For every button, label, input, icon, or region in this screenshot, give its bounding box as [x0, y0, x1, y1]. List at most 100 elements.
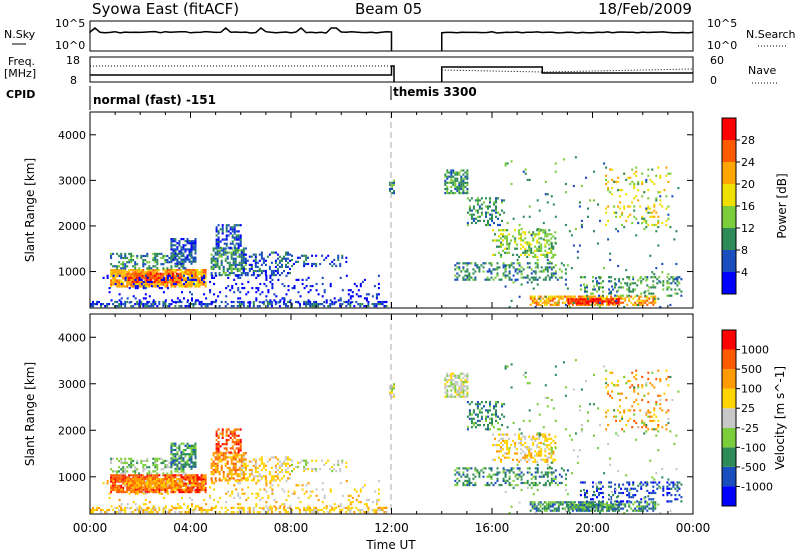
scatter-cell: [126, 503, 129, 506]
scatter-cell: [540, 229, 543, 232]
scatter-cell: [535, 299, 538, 302]
scatter-cell: [133, 480, 136, 483]
scatter-cell: [242, 269, 245, 273]
scatter-cell: [289, 272, 291, 275]
scatter-cell: [470, 209, 473, 212]
scatter-cell: [678, 276, 681, 279]
scatter-cell: [198, 508, 201, 512]
scatter-cell: [295, 506, 297, 509]
scatter-cell: [235, 282, 238, 286]
scatter-cell: [232, 253, 235, 256]
scatter-cell: [667, 180, 670, 183]
scatter-cell: [542, 253, 545, 256]
scatter-cell: [383, 511, 386, 514]
scatter-cell: [478, 215, 481, 218]
scatter-cell: [454, 395, 457, 398]
scatter-cell: [297, 301, 300, 304]
scatter-cell: [291, 463, 293, 466]
scatter-cell: [182, 478, 185, 481]
scatter-cell: [528, 262, 531, 265]
scatter-cell: [217, 436, 220, 439]
scatter-cell: [198, 506, 201, 509]
scatter-cell: [230, 253, 233, 256]
scatter-cell: [146, 459, 149, 462]
scatter-cell: [134, 472, 137, 475]
scatter-cell: [254, 468, 257, 472]
scatter-cell: [458, 187, 461, 191]
scatter-cell: [252, 259, 255, 262]
scatter-cell: [345, 465, 348, 469]
scatter-cell: [333, 297, 336, 300]
scatter-cell: [508, 247, 511, 250]
scatter-cell: [172, 285, 175, 288]
scatter-cell: [158, 300, 161, 304]
scatter-cell: [670, 276, 673, 279]
scatter-cell: [452, 175, 455, 178]
scatter-cell: [160, 263, 163, 266]
scatter-cell: [219, 432, 222, 435]
scatter-cell: [148, 501, 151, 504]
scatter-cell: [270, 251, 273, 254]
scatter-cell: [276, 272, 279, 275]
scatter-cell: [110, 461, 113, 465]
scatter-cell: [208, 303, 211, 306]
scatter-cell: [303, 300, 306, 304]
scatter-cell: [211, 480, 214, 483]
scatter-cell: [462, 389, 465, 392]
scatter-cell: [526, 454, 529, 457]
scatter-cell: [391, 181, 393, 184]
scatter-cell: [564, 223, 567, 227]
scatter-cell: [283, 506, 285, 509]
scatter-cell: [234, 251, 237, 254]
scatter-cell: [659, 199, 662, 202]
scatter-cell: [192, 281, 195, 284]
scatter-cell: [498, 245, 500, 248]
scatter-cell: [188, 254, 191, 257]
scatter-cell: [239, 234, 242, 237]
power-colorbar-label: Power [dB]: [775, 173, 789, 238]
scatter-cell: [228, 263, 231, 266]
scatter-cell: [180, 511, 183, 514]
scatter-cell: [130, 256, 133, 260]
scatter-cell: [498, 239, 500, 242]
scatter-cell: [269, 486, 272, 489]
scatter-cell: [184, 444, 187, 447]
scatter-cell: [564, 272, 567, 275]
scatter-cell: [240, 477, 243, 480]
scatter-cell: [486, 276, 489, 279]
scatter-cell: [516, 262, 519, 265]
scatter-cell: [229, 228, 232, 231]
scatter-cell: [203, 482, 206, 485]
scatter-cell: [188, 271, 191, 274]
scatter-cell: [254, 464, 257, 467]
scatter-cell: [654, 301, 657, 304]
scatter-cell: [134, 490, 137, 493]
scatter-cell: [120, 281, 123, 284]
scatter-cell: [620, 286, 623, 289]
scatter-cell: [472, 409, 475, 412]
scatter-cell: [178, 269, 181, 272]
scatter-cell: [575, 303, 578, 306]
scatter-cell: [92, 511, 94, 514]
scatter-cell: [466, 173, 469, 176]
scatter-cell: [460, 381, 463, 384]
scatter-cell: [262, 464, 265, 467]
scatter-cell: [550, 268, 553, 271]
scatter-cell: [232, 473, 235, 476]
scatter-cell: [458, 374, 461, 377]
scatter-cell: [674, 288, 677, 291]
scatter-cell: [480, 211, 483, 214]
scatter-cell: [239, 449, 242, 452]
scatter-cell: [357, 289, 360, 292]
scatter-cell: [205, 503, 208, 506]
scatter-cell: [385, 506, 388, 509]
scatter-cell: [534, 235, 537, 238]
scatter-cell: [232, 261, 235, 264]
scatter-cell: [585, 298, 588, 301]
scatter-cell: [609, 258, 612, 261]
scatter-cell: [377, 293, 380, 296]
scatter-cell: [183, 503, 185, 506]
scatter-cell: [466, 270, 469, 273]
colorbar-block: [722, 184, 736, 206]
scatter-cell: [198, 277, 201, 280]
